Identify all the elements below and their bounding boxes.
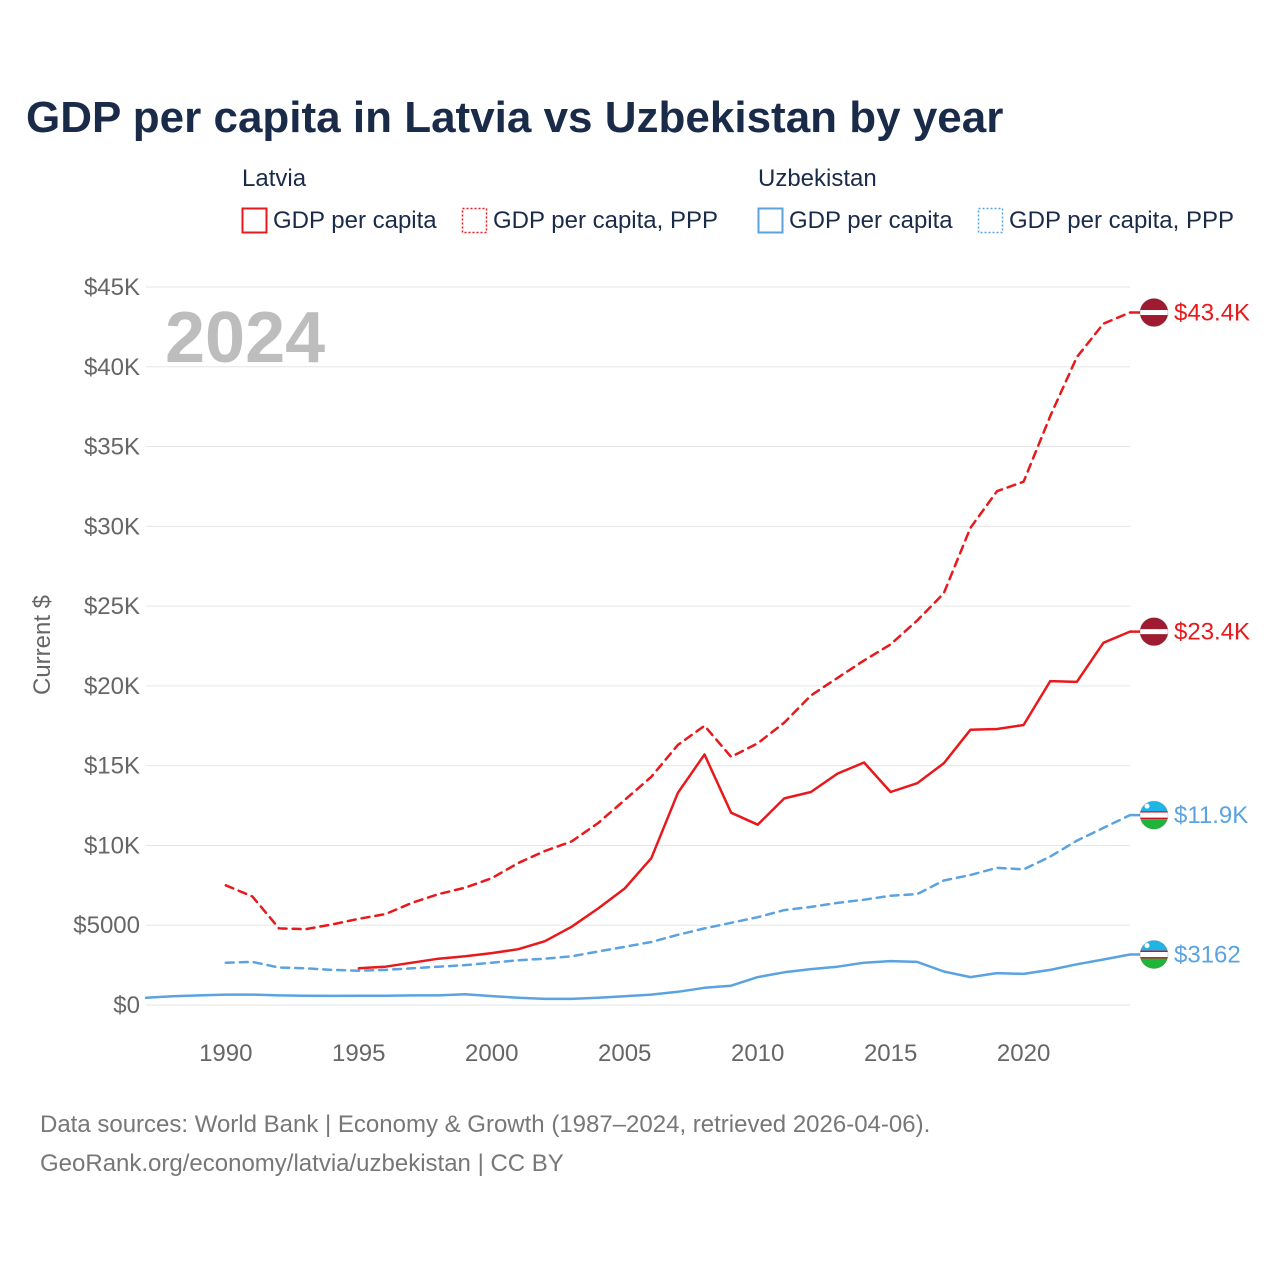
y-tick-label: $25K	[84, 593, 140, 620]
y-tick-label: $40K	[84, 354, 140, 381]
legend-swatch-dotted[interactable]	[977, 207, 1004, 234]
series-line-uzbekistan-gdp-per-capita	[144, 953, 1132, 1001]
series-line-latvia-gdp-per-capita	[357, 630, 1132, 970]
end-value-label: $43.4K	[1174, 300, 1250, 327]
x-tick-label: 1995	[332, 1040, 385, 1067]
end-value-label: $11.9K	[1174, 802, 1248, 829]
y-tick-label: $20K	[84, 673, 140, 700]
chart-title: GDP per capita in Latvia vs Uzbekistan b…	[26, 93, 1003, 142]
legend-item-label[interactable]: GDP per capita	[789, 207, 953, 234]
y-tick-label: $15K	[84, 753, 140, 780]
series-lines	[144, 311, 1132, 1001]
x-tick-label: 2005	[598, 1040, 651, 1067]
end-markers: $43.4K $23.4K $11.9K $3162	[1130, 298, 1250, 970]
x-axis-ticks: 1990 1995 2000 2005 2010 2015 2020	[199, 1040, 1050, 1067]
legend-item-label[interactable]: GDP per capita	[273, 207, 437, 234]
series-line-uzbekistan-gdp-per-capita-ppp	[224, 813, 1132, 972]
legend-item-label[interactable]: GDP per capita, PPP	[1009, 207, 1234, 234]
y-tick-label: $5000	[73, 912, 140, 939]
x-tick-label: 2010	[731, 1040, 784, 1067]
series-line-latvia-gdp-per-capita-ppp	[224, 311, 1132, 931]
y-axis-ticks: $0 $5000 $10K $15K $20K $25K $30K $35K $40K $45K	[73, 274, 140, 1019]
legend-item-label[interactable]: GDP per capita, PPP	[493, 207, 718, 234]
y-tick-label: $0	[113, 992, 140, 1019]
y-tick-label: $10K	[84, 832, 140, 859]
x-tick-label: 1990	[199, 1040, 252, 1067]
source-line-1: Data sources: World Bank | Economy & Gro…	[40, 1111, 930, 1138]
legend-swatch-solid[interactable]	[757, 207, 784, 234]
y-tick-label: $30K	[84, 513, 140, 540]
legend-group-label: Latvia	[242, 165, 307, 192]
end-value-label: $3162	[1174, 942, 1241, 969]
grid-lines	[146, 286, 1130, 1006]
uzbekistan-flag-icon	[1139, 800, 1169, 830]
legend-swatch-solid[interactable]	[241, 207, 268, 234]
latvia-flag-icon	[1139, 617, 1169, 647]
y-tick-label: $45K	[84, 274, 140, 301]
legend-swatch-dotted[interactable]	[461, 207, 488, 234]
year-watermark: 2024	[165, 298, 325, 378]
legend: Latvia GDP per capita GDP per capita, PPP U…	[241, 165, 1234, 234]
y-axis-label: Current $	[29, 595, 56, 695]
uzbekistan-flag-icon	[1139, 940, 1169, 970]
x-tick-label: 2000	[465, 1040, 518, 1067]
legend-group-label: Uzbekistan	[758, 165, 877, 192]
latvia-flag-icon	[1139, 298, 1169, 328]
source-line-2[interactable]: GeoRank.org/economy/latvia/uzbekistan | …	[40, 1150, 564, 1177]
x-tick-label: 2015	[864, 1040, 917, 1067]
x-tick-label: 2020	[997, 1040, 1050, 1067]
end-value-label: $23.4K	[1174, 619, 1250, 646]
y-tick-label: $35K	[84, 434, 140, 461]
